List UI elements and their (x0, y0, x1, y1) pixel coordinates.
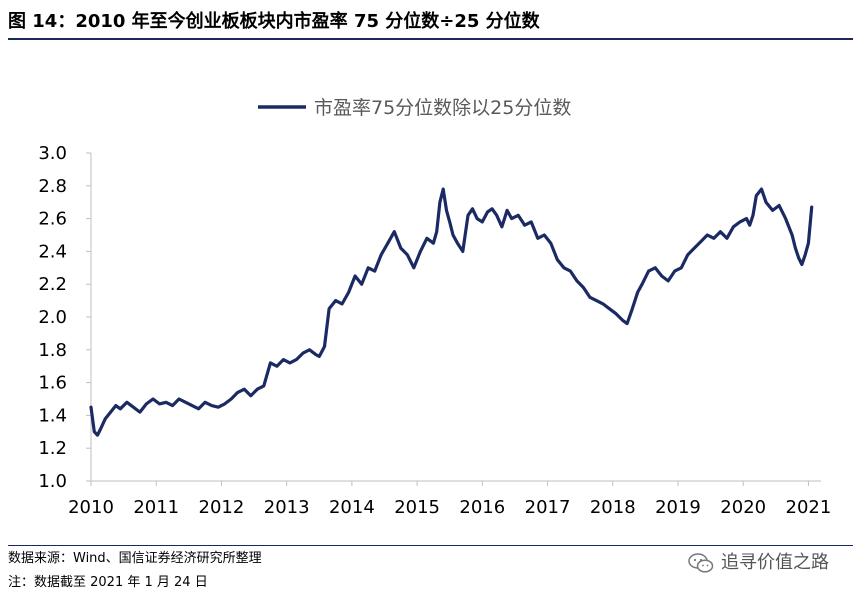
y-tick-label: 2.8 (38, 176, 67, 197)
x-tick-label: 2021 (786, 497, 832, 518)
x-tick-label: 2019 (655, 497, 701, 518)
y-tick-label: 2.4 (38, 241, 67, 262)
x-tick-label: 2013 (264, 497, 310, 518)
y-tick-label: 2.0 (38, 307, 67, 328)
line-chart: 市盈率75分位数除以25分位数 1.0 1.2 1.4 1.6 1.8 2.0 2.2 2.4… (38, 97, 831, 518)
plot-area (89, 187, 814, 437)
watermark-brand: 追寻价值之路 (687, 550, 829, 576)
y-tick-label: 1.6 (38, 373, 67, 394)
footer-divider (8, 545, 853, 546)
x-tick-label: 2011 (133, 497, 179, 518)
y-tick-label: 2.2 (38, 274, 67, 295)
y-tick-label: 1.2 (38, 438, 67, 459)
x-tick-label: 2012 (199, 497, 245, 518)
x-tick-label: 2010 (68, 497, 114, 518)
y-tick-label: 1.4 (38, 405, 67, 426)
x-tick-label: 2015 (394, 497, 440, 518)
x-tick-label: 2020 (720, 497, 766, 518)
brand-label: 追寻价值之路 (721, 552, 829, 573)
series-line (89, 187, 814, 437)
x-tick-label: 2016 (459, 497, 505, 518)
chart-legend: 市盈率75分位数除以25分位数 (258, 97, 571, 119)
legend-label: 市盈率75分位数除以25分位数 (314, 97, 571, 119)
y-tick-label: 1.0 (38, 471, 67, 492)
y-tick-label: 1.8 (38, 340, 67, 361)
wechat-icon (687, 552, 715, 574)
x-tick-label: 2014 (329, 497, 375, 518)
x-tick-label: 2018 (590, 497, 636, 518)
chart-axes: 1.0 1.2 1.4 1.6 1.8 2.0 2.2 2.4 2.6 2.8 3.0 2010 201… (38, 143, 831, 518)
y-tick-label: 3.0 (38, 143, 67, 164)
x-tick-label: 2017 (525, 497, 571, 518)
figure-title: 图 14：2010 年至今创业板板块内市盈率 75 分位数÷25 分位数 (8, 6, 853, 40)
y-tick-label: 2.6 (38, 209, 67, 230)
data-note: 注：数据截至 2021 年 1 月 24 日 (8, 575, 208, 590)
data-source: 数据来源：Wind、国信证券经济研究所整理 (8, 551, 262, 566)
